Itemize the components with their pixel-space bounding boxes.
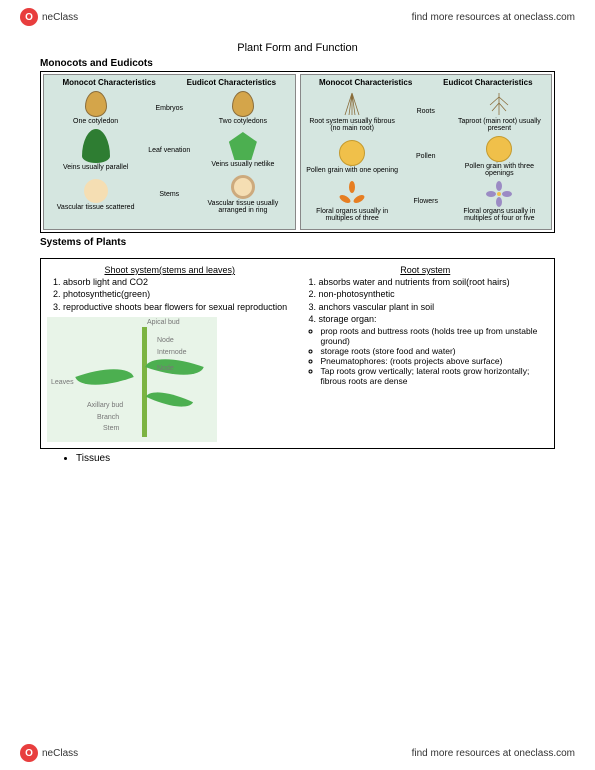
root-item-1: absorbs water and nutrients from soil(ro… — [309, 277, 549, 288]
roots-mono-icon — [337, 91, 367, 117]
row-label-pollen: Pollen — [401, 153, 451, 160]
label-internode: Internode — [157, 349, 187, 356]
stem-mono-label: Vascular tissue scattered — [57, 204, 135, 211]
flower-eudi-icon — [486, 181, 512, 207]
flower-eudi-label: Floral organs usually in multiples of fo… — [451, 208, 548, 222]
footer-link[interactable]: find more resources at oneclass.com — [412, 748, 575, 759]
header-bar: O neClass find more resources at oneclas… — [0, 0, 595, 34]
root-sub-1: prop roots and buttress roots (holds tre… — [321, 326, 549, 346]
tissues-label: Tissues — [76, 453, 555, 464]
row-label-flowers: Flowers — [401, 198, 451, 205]
label-axillary: Axillary bud — [87, 402, 123, 409]
row-label-stems: Stems — [144, 191, 194, 198]
leaf-eudi-label: Veins usually netlike — [211, 161, 274, 168]
label-apical: Apical bud — [147, 319, 180, 326]
shoot-system-col: Shoot system(stems and leaves) absorb li… — [47, 265, 293, 442]
logo: O neClass — [20, 8, 78, 26]
footer-logo-text: neClass — [42, 748, 78, 759]
root-item-4: storage organ: — [309, 314, 549, 325]
label-node2: Node — [157, 365, 174, 372]
flower-mono-icon — [339, 181, 365, 207]
row-flowers: Floral organs usually in multiples of th… — [304, 181, 549, 222]
root-sublist: prop roots and buttress roots (holds tre… — [303, 326, 549, 386]
shoot-list: absorb light and CO2 photosynthetic(gree… — [47, 277, 293, 313]
plant-leaf-left-icon — [75, 358, 134, 396]
section2-label: Systems of Plants — [40, 237, 555, 248]
flower-mono-label: Floral organs usually in multiples of th… — [304, 208, 401, 222]
page-content: Plant Form and Function Monocots and Eud… — [0, 42, 595, 464]
label-stem: Stem — [103, 425, 119, 432]
row-embryos: One cotyledon Embryos Two cotyledons — [47, 91, 292, 125]
col-eudi: Eudicot Characteristics — [187, 78, 276, 87]
row-leaf: Veins usually parallel Leaf venation Vei… — [47, 129, 292, 171]
row-stems: Vascular tissue scattered Stems Vascular… — [47, 175, 292, 214]
row-label-leaf: Leaf venation — [144, 147, 194, 154]
root-sub-4: Tap roots grow vertically; lateral roots… — [321, 366, 549, 386]
shoot-item-2: photosynthetic(green) — [53, 289, 293, 300]
section1-label: Monocots and Eudicots — [40, 58, 555, 69]
leaf-parallel-icon — [82, 129, 110, 163]
stem-eudi-label: Vascular tissue usually arranged in ring — [194, 200, 291, 214]
roots-mono-label: Root system usually fibrous (no main roo… — [304, 118, 401, 132]
col-eudi-r: Eudicot Characteristics — [443, 78, 532, 87]
footer-bar: O neClass find more resources at oneclas… — [0, 736, 595, 770]
row-label-embryos: Embryos — [144, 105, 194, 112]
stem-eudi-icon — [231, 175, 255, 199]
header-link[interactable]: find more resources at oneclass.com — [412, 12, 575, 23]
embryo-eudi-label: Two cotyledons — [219, 118, 267, 125]
leaf-net-icon — [229, 132, 257, 160]
col-mono: Monocot Characteristics — [62, 78, 155, 87]
comparison-diagram: Monocot Characteristics Eudicot Characte… — [40, 71, 555, 233]
label-branch: Branch — [97, 414, 119, 421]
pollen-eudi-label: Pollen grain with three openings — [451, 163, 548, 177]
embryo-mono-label: One cotyledon — [73, 118, 118, 125]
roots-eudi-icon — [484, 91, 514, 117]
logo-text: neClass — [42, 12, 78, 23]
row-label-roots: Roots — [401, 108, 451, 115]
pollen-eudi-icon — [486, 136, 512, 162]
root-item-3: anchors vascular plant in soil — [309, 302, 549, 313]
logo-icon: O — [20, 8, 38, 26]
page-title: Plant Form and Function — [40, 42, 555, 54]
root-system-col: Root system absorbs water and nutrients … — [303, 265, 549, 442]
tissues-bullet: Tissues — [76, 453, 555, 464]
shoot-title: Shoot system(stems and leaves) — [47, 265, 293, 275]
shoot-item-3: reproductive shoots bear flowers for sex… — [53, 302, 293, 313]
label-node1: Node — [157, 337, 174, 344]
label-leaves: Leaves — [51, 379, 74, 386]
stem-line-icon — [142, 327, 147, 437]
row-pollen: Pollen grain with one opening Pollen Pol… — [304, 136, 549, 177]
panel-right: Monocot Characteristics Eudicot Characte… — [300, 74, 553, 230]
col-mono-r: Monocot Characteristics — [319, 78, 412, 87]
root-title: Root system — [303, 265, 549, 275]
plant-diagram: Apical bud Node Internode Node Leaves Ax… — [47, 317, 217, 442]
pollen-mono-icon — [339, 140, 365, 166]
panel-left: Monocot Characteristics Eudicot Characte… — [43, 74, 296, 230]
seed-eudi-icon — [232, 91, 254, 117]
seed-mono-icon — [85, 91, 107, 117]
stem-mono-icon — [84, 179, 108, 203]
footer-logo: O neClass — [20, 744, 78, 762]
pollen-mono-label: Pollen grain with one opening — [306, 167, 398, 174]
leaf-mono-label: Veins usually parallel — [63, 164, 128, 171]
root-list: absorbs water and nutrients from soil(ro… — [303, 277, 549, 325]
root-sub-3: Pneumatophores: (roots projects above su… — [321, 356, 549, 366]
shoot-item-1: absorb light and CO2 — [53, 277, 293, 288]
root-sub-2: storage roots (store food and water) — [321, 346, 549, 356]
footer-logo-icon: O — [20, 744, 38, 762]
systems-box: Shoot system(stems and leaves) absorb li… — [40, 258, 555, 449]
root-item-2: non-photosynthetic — [309, 289, 549, 300]
plant-leaf-right2-icon — [146, 383, 193, 416]
row-roots: Root system usually fibrous (no main roo… — [304, 91, 549, 132]
roots-eudi-label: Taproot (main root) usually present — [451, 118, 548, 132]
